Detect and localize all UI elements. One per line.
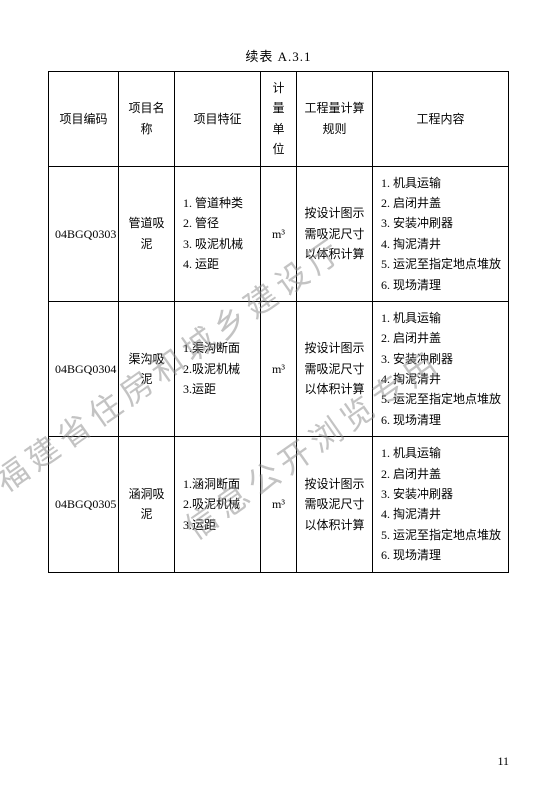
table-header-row: 项目编码 项目名称 项目特征 计量单位 工程量计算规则 工程内容	[49, 72, 509, 167]
col-header-rule: 工程量计算规则	[297, 72, 373, 167]
col-header-unit: 计量单位	[261, 72, 297, 167]
table-row: 04BGQ0303管道吸泥1. 管道种类2. 管径3. 吸泥机械4. 运距m³按…	[49, 166, 509, 301]
page-number: 11	[497, 754, 509, 769]
cell-content: 1. 机具运输2. 启闭井盖3. 安装冲刷器4. 掏泥清井5. 运泥至指定地点堆…	[373, 166, 509, 301]
table-continuation-title: 续表 A.3.1	[48, 46, 509, 65]
cell-feature: 1.渠沟断面2.吸泥机械3.运距	[175, 301, 261, 436]
col-header-content: 工程内容	[373, 72, 509, 167]
col-header-code: 项目编码	[49, 72, 119, 167]
cell-unit: m³	[261, 166, 297, 301]
cell-name: 渠沟吸泥	[119, 301, 175, 436]
cell-feature: 1. 管道种类2. 管径3. 吸泥机械4. 运距	[175, 166, 261, 301]
table-row: 04BGQ0304渠沟吸泥1.渠沟断面2.吸泥机械3.运距m³按设计图示需吸泥尺…	[49, 301, 509, 436]
cell-content: 1. 机具运输2. 启闭井盖3. 安装冲刷器4. 掏泥清井5. 运泥至指定地点堆…	[373, 437, 509, 572]
cell-rule: 按设计图示需吸泥尺寸以体积计算	[297, 437, 373, 572]
cell-name: 涵洞吸泥	[119, 437, 175, 572]
table-body: 04BGQ0303管道吸泥1. 管道种类2. 管径3. 吸泥机械4. 运距m³按…	[49, 166, 509, 572]
cell-feature: 1.涵洞断面2.吸泥机械3.运距	[175, 437, 261, 572]
spec-table: 项目编码 项目名称 项目特征 计量单位 工程量计算规则 工程内容 04BGQ03…	[48, 71, 509, 573]
cell-name: 管道吸泥	[119, 166, 175, 301]
cell-rule: 按设计图示需吸泥尺寸以体积计算	[297, 301, 373, 436]
cell-content: 1. 机具运输2. 启闭井盖3. 安装冲刷器4. 掏泥清井5. 运泥至指定地点堆…	[373, 301, 509, 436]
col-header-name: 项目名称	[119, 72, 175, 167]
cell-code: 04BGQ0305	[49, 437, 119, 572]
cell-rule: 按设计图示需吸泥尺寸以体积计算	[297, 166, 373, 301]
cell-unit: m³	[261, 301, 297, 436]
cell-unit: m³	[261, 437, 297, 572]
col-header-feature: 项目特征	[175, 72, 261, 167]
table-row: 04BGQ0305涵洞吸泥1.涵洞断面2.吸泥机械3.运距m³按设计图示需吸泥尺…	[49, 437, 509, 572]
cell-code: 04BGQ0303	[49, 166, 119, 301]
cell-code: 04BGQ0304	[49, 301, 119, 436]
